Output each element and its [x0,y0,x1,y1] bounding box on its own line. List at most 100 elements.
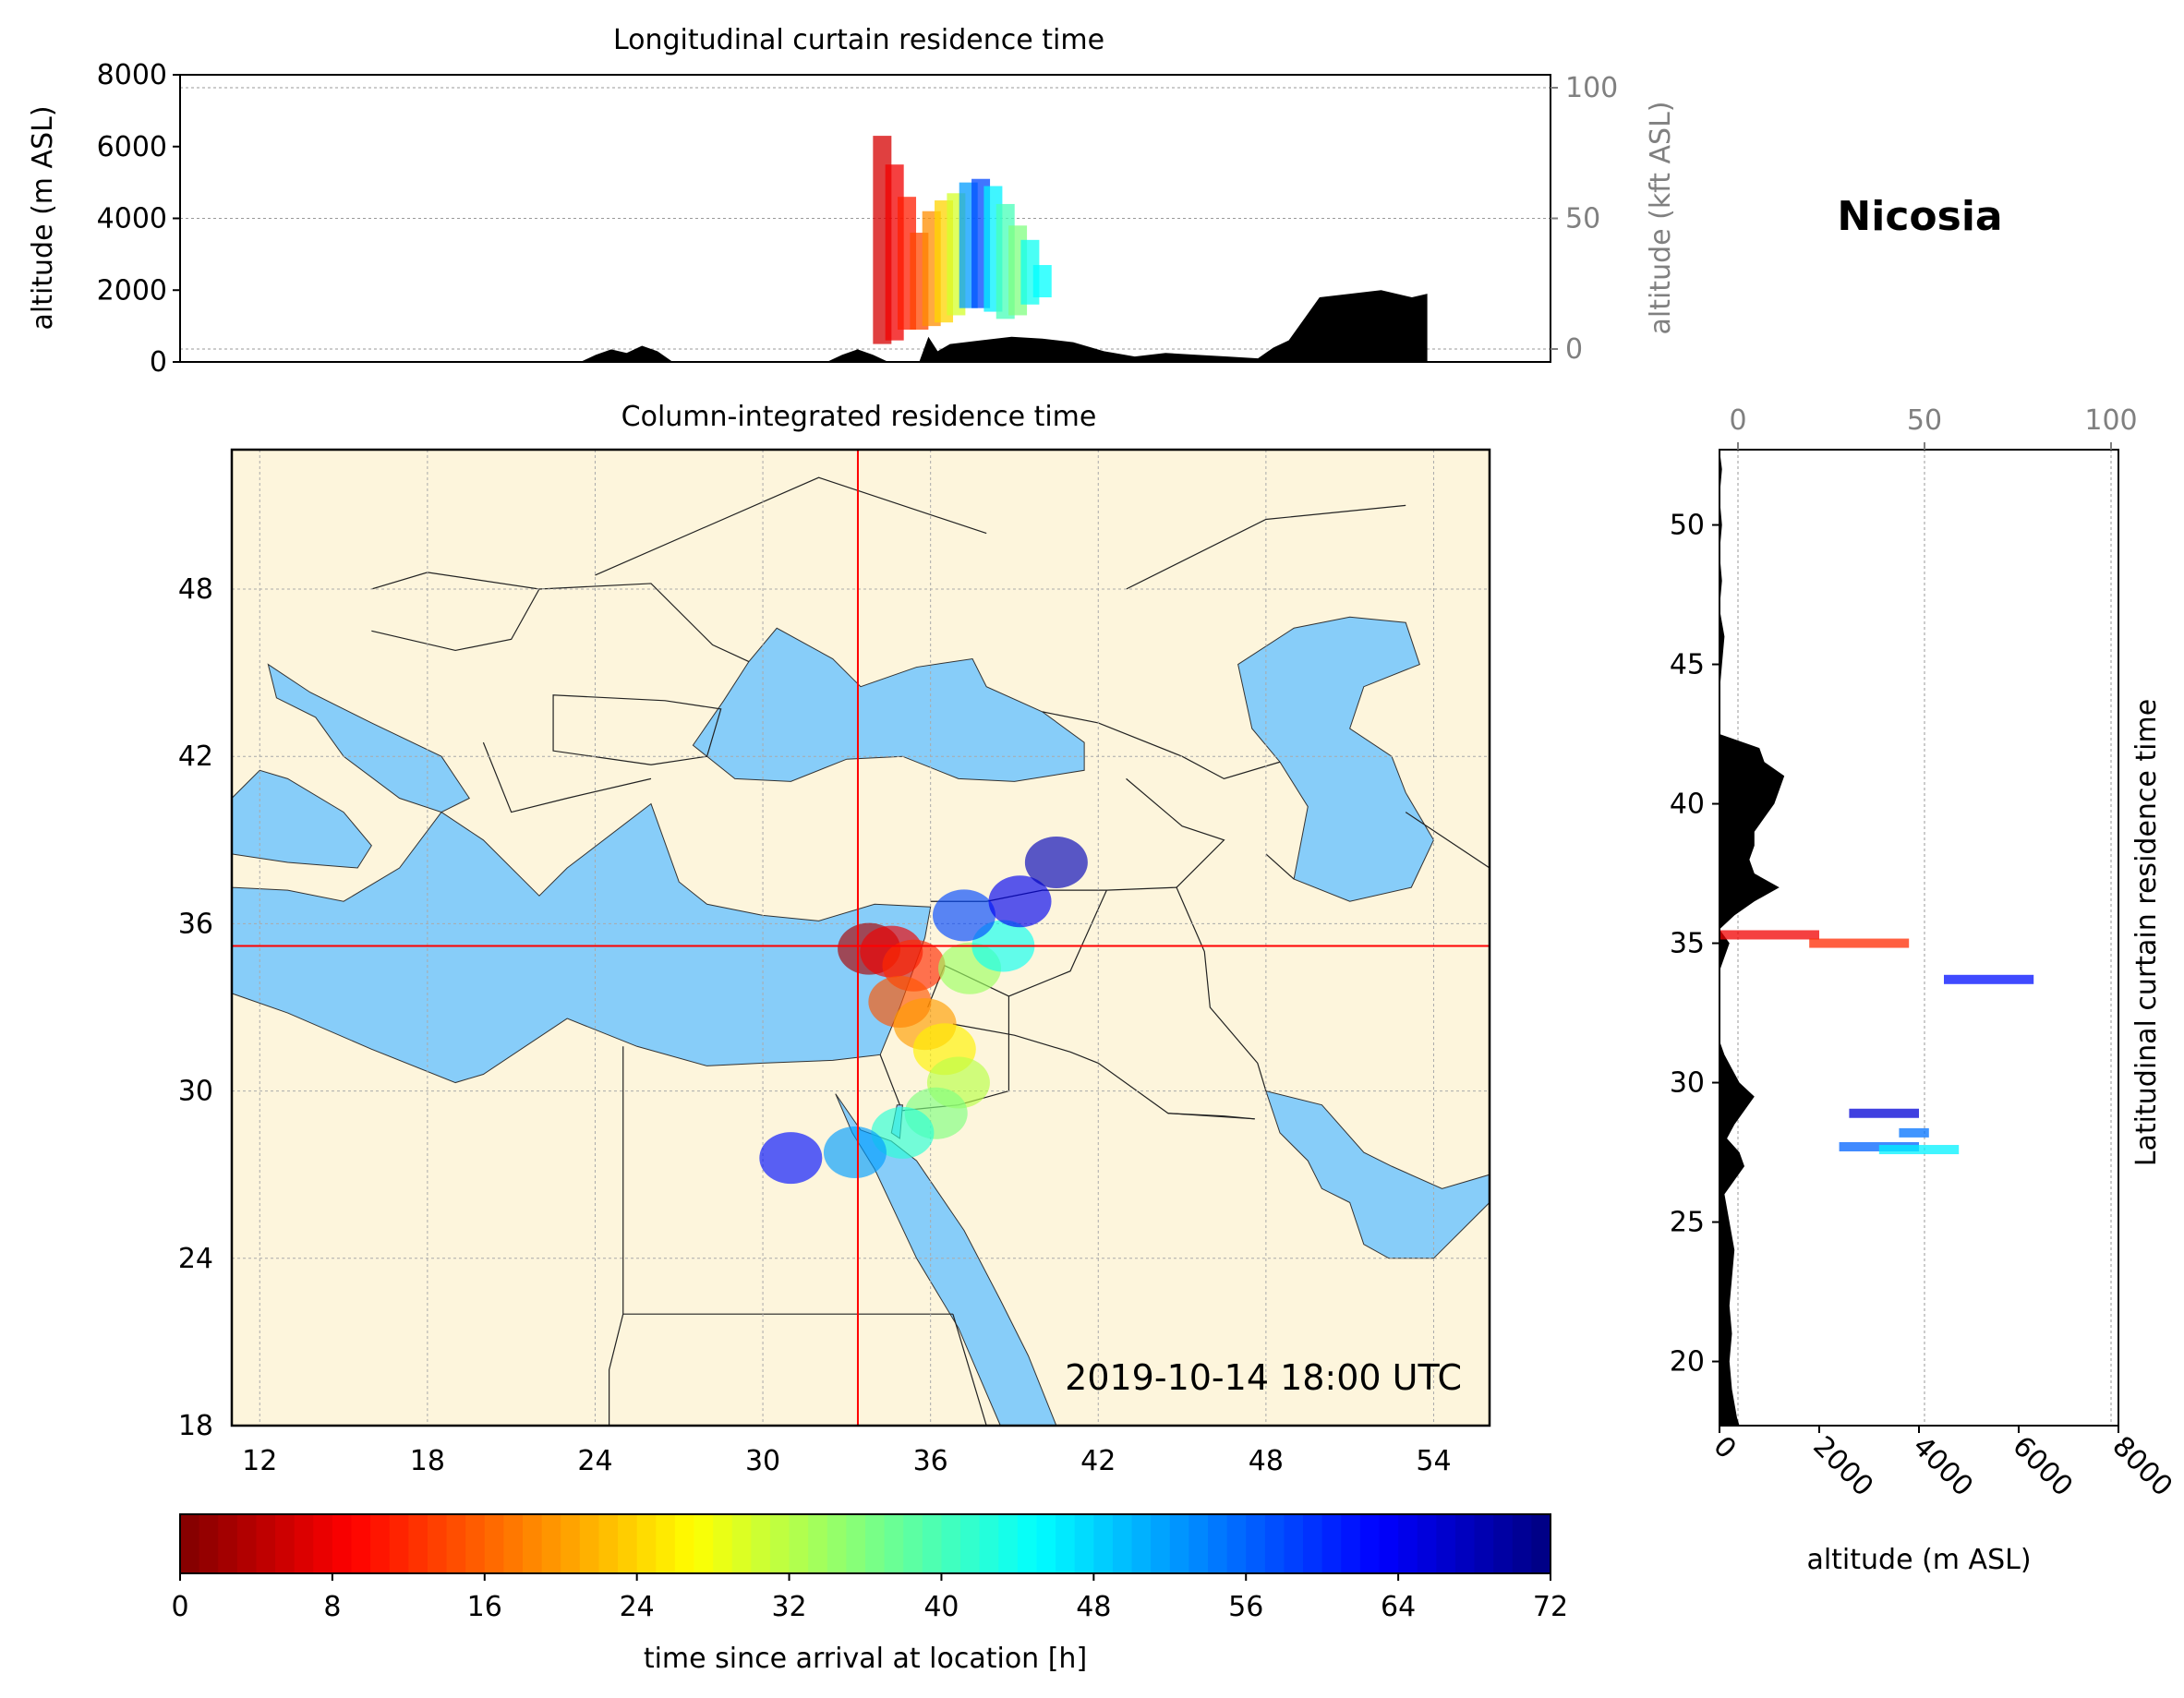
sea-adriatic [267,663,470,813]
top-right-tick-label-0: 0 [1565,333,1583,366]
colorbar-cell-44 [1017,1514,1038,1573]
right-y-tick-label-3: 35 [1670,928,1705,960]
border-9 [482,741,652,813]
colorbar-cell-22 [598,1514,619,1573]
top-y-tick-label-3: 6000 [97,131,167,163]
colorbar-cell-53 [1189,1514,1209,1573]
plume-blob-13 [932,889,995,942]
right-y-tick-label-1: 25 [1670,1207,1705,1239]
colorbar-tick-label-4: 32 [771,1591,806,1623]
colorbar-cell-31 [769,1514,790,1573]
right-residence-bar-2 [1944,974,2034,984]
plume-blob-8 [871,1106,935,1159]
top-terrain [180,290,1428,362]
top-y-tick-label-2: 4000 [97,203,167,235]
map-y-tick-label-3: 36 [178,908,213,940]
colorbar-cell-21 [579,1514,600,1573]
colorbar-cell-45 [1036,1514,1056,1573]
colorbar-cell-52 [1169,1514,1189,1573]
colorbar-cell-26 [674,1514,695,1573]
colorbar-cell-67 [1454,1514,1476,1573]
colorbar-cell-39 [922,1514,943,1573]
top-y-tick-label-0: 0 [150,346,167,379]
colorbar-cell-37 [884,1514,904,1573]
colorbar-cell-34 [827,1514,847,1573]
colorbar-cell-10 [370,1514,391,1573]
top-right-tick-label-2: 100 [1565,72,1618,104]
map-x-tick-label-0: 12 [242,1445,277,1477]
top-y-tick-label-1: 2000 [97,274,167,307]
colorbar-cell-48 [1093,1514,1114,1573]
station-name: Nicosia [1837,193,2002,240]
right-y-ticks: 20 25 30 35 40 45 50 [1670,510,1719,1379]
right-x-tick-label-2: 4000 [1906,1430,1979,1503]
right-residence-bar-1 [1809,938,1910,948]
border-19 [1126,504,1406,590]
map-x-tick-label-5: 42 [1080,1445,1116,1477]
sea-tyrrhenian [232,769,372,869]
right-residence-bar-4 [1899,1127,1929,1138]
colorbar-cell-2 [218,1514,238,1573]
right-top-tick-label-0: 0 [1729,404,1746,437]
colorbar-cell-70 [1512,1514,1532,1573]
right-x-tick-label-0: 0 [1707,1430,1742,1465]
map-x-tick-label-7: 54 [1416,1445,1451,1477]
colorbar-cell-59 [1303,1514,1323,1573]
colorbar-cell-25 [656,1514,676,1573]
colorbar-frame [179,1513,1551,1574]
sea-mediterranean [232,802,932,1084]
right-x-tick-label-3: 6000 [2006,1430,2079,1503]
colorbar-cell-36 [865,1514,886,1573]
colorbar-cell-20 [561,1514,581,1573]
border-7 [1176,886,1267,1091]
colorbar-cell-61 [1341,1514,1361,1573]
colorbar: 0 8 16 24 32 40 48 56 64 72 time since arrival at… [171,1513,1568,1675]
colorbar-cell-43 [998,1514,1019,1573]
right-top-tick-label-2: 100 [2084,404,2137,437]
top-right-ticks: 0 50 100 [1551,72,1618,366]
map-x-tick-label-1: 18 [410,1445,445,1477]
right-y-tick-label-6: 50 [1670,510,1705,542]
map-x-tick-label-2: 24 [577,1445,612,1477]
top-residence-bar-13 [1032,265,1052,298]
border-8 [552,694,722,765]
top-y-ticks: 0 2000 4000 6000 8000 [97,59,180,379]
colorbar-cell-60 [1321,1514,1342,1573]
map-x-tick-label-4: 36 [913,1445,948,1477]
colorbar-cell-15 [465,1514,486,1573]
colorbar-cell-58 [1284,1514,1304,1573]
map-y-tick-label-0: 18 [178,1410,213,1442]
top-panel: Longitudinal curtain residence time 0 200… [27,24,1677,379]
colorbar-cell-54 [1208,1514,1228,1573]
top-right-y-label: altitude (kft ASL) [1645,101,1677,334]
colorbar-tick-label-9: 72 [1533,1591,1568,1623]
colorbar-cell-66 [1436,1514,1456,1573]
colorbar-cell-3 [236,1514,258,1573]
plume-blob-9 [823,1126,887,1179]
colorbar-tick-label-3: 24 [620,1591,655,1623]
colorbar-cell-16 [484,1514,504,1573]
colorbar-tick-label-8: 64 [1381,1591,1416,1623]
right-top-ticks: 0 50 100 [1729,404,2138,450]
colorbar-cell-49 [1112,1514,1133,1573]
right-residence-bars [1719,930,2034,1155]
colorbar-tick-label-5: 40 [923,1591,959,1623]
colorbar-cell-41 [960,1514,981,1573]
colorbar-ticks: 0 8 16 24 32 40 48 56 64 72 [171,1573,1568,1623]
map-x-ticks: 12 18 24 30 36 42 48 54 [242,1445,1451,1477]
colorbar-cells [180,1514,1551,1573]
top-y-tick-label-4: 8000 [97,59,167,91]
sea-caspian [1237,616,1435,902]
border-0 [608,1046,624,1426]
right-x-tick-label-4: 8000 [2106,1430,2178,1503]
border-18 [952,1314,987,1426]
plume-blob-14 [988,875,1052,928]
colorbar-cell-35 [846,1514,866,1573]
border-13 [1042,711,1281,780]
map-y-tick-label-2: 30 [178,1076,213,1108]
colorbar-tick-label-2: 16 [467,1591,502,1623]
colorbar-cell-55 [1226,1514,1247,1573]
border-15 [1265,853,1295,880]
colorbar-cell-19 [541,1514,561,1573]
